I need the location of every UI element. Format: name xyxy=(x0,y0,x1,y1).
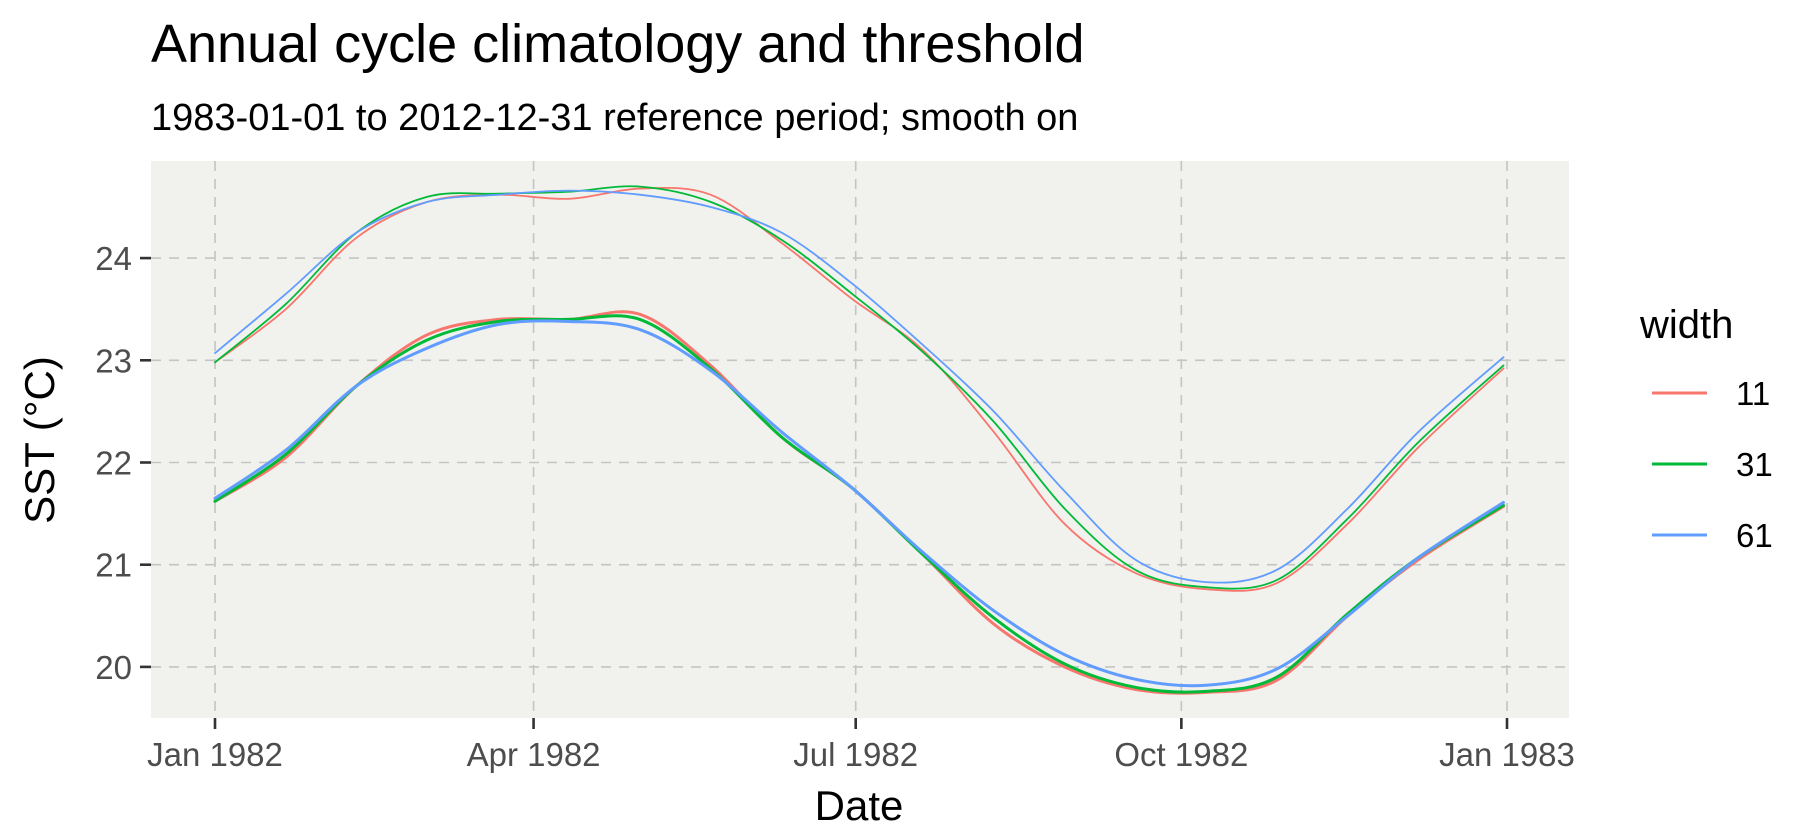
series-line-61-threshold xyxy=(214,189,1505,584)
legend-title: width xyxy=(1639,303,1733,347)
series-line-31-threshold xyxy=(214,185,1505,590)
y-axis: 20 21 22 23 24 xyxy=(95,240,151,686)
chart-title: Annual cycle climatology and threshold xyxy=(151,14,1085,74)
x-tick-label: Jan 1983 xyxy=(1439,736,1575,773)
y-tick-label: 24 xyxy=(95,240,132,277)
legend: width 11 31 61 xyxy=(1639,303,1773,554)
x-tick-label: Oct 1982 xyxy=(1114,736,1248,773)
y-tick-label: 21 xyxy=(95,547,132,584)
y-tick-label: 22 xyxy=(95,444,132,481)
y-tick-label: 23 xyxy=(95,342,132,379)
y-axis-title: SST (°C) xyxy=(16,356,63,524)
x-tick-label: Jul 1982 xyxy=(793,736,918,773)
chart-subtitle: 1983-01-01 to 2012-12-31 reference perio… xyxy=(151,97,1078,139)
legend-label-11: 11 xyxy=(1736,375,1770,412)
legend-label-61: 61 xyxy=(1736,517,1773,554)
series-layer xyxy=(213,185,1505,695)
x-tick-label: Jan 1982 xyxy=(147,736,283,773)
x-axis: Jan 1982 Apr 1982 Jul 1982 Oct 1982 Jan 1983 xyxy=(147,718,1575,773)
plot-panel xyxy=(151,161,1569,718)
legend-label-31: 31 xyxy=(1736,446,1773,483)
series-line-61-climatology xyxy=(213,319,1505,688)
x-tick-label: Apr 1982 xyxy=(467,736,601,773)
y-tick-label: 20 xyxy=(95,649,132,686)
x-axis-title: Date xyxy=(815,782,904,829)
